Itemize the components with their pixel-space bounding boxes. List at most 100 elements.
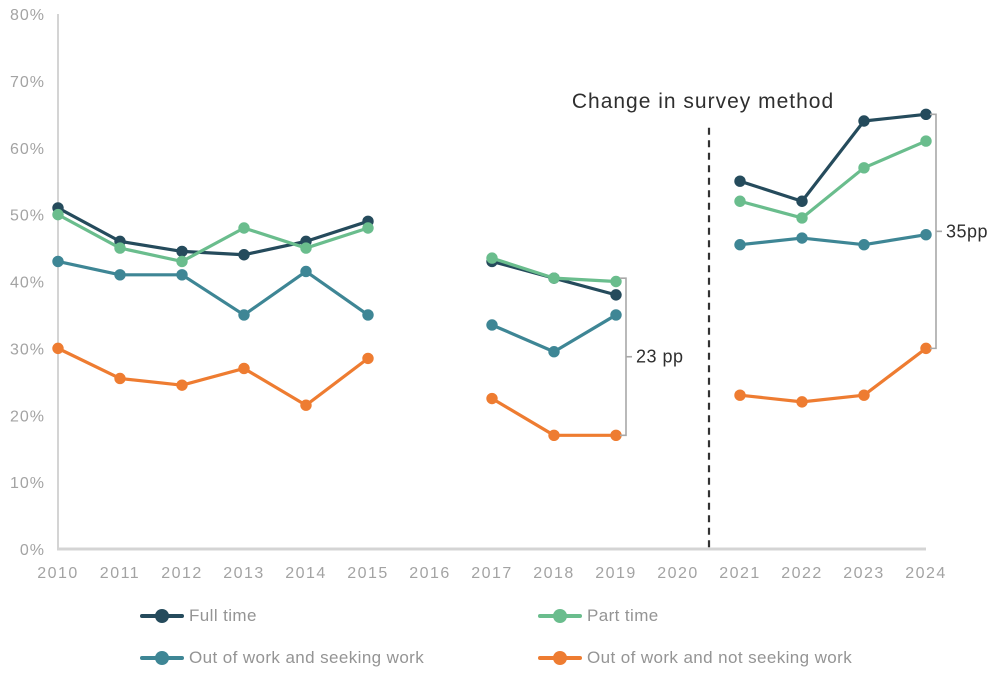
series-line-full-time <box>56 206 370 257</box>
data-point-part-time <box>796 212 808 224</box>
data-point-out-of-work-and-seeking-work <box>176 269 188 281</box>
series-line-out-of-work-and-seeking-work <box>56 259 370 317</box>
data-point-full-time <box>238 249 250 261</box>
x-tick-label: 2018 <box>533 565 575 582</box>
x-tick-label: 2011 <box>100 565 140 582</box>
data-point-out-of-work-and-seeking-work <box>362 309 374 321</box>
data-point-full-time <box>920 108 932 121</box>
data-point-part-time <box>610 275 622 288</box>
y-tick-label: 20% <box>10 408 45 425</box>
data-point-out-of-work-and-seeking-work <box>734 239 746 251</box>
y-tick-label: 50% <box>10 208 45 225</box>
data-point-full-time <box>858 115 870 127</box>
y-tick-label: 80% <box>10 7 45 24</box>
survey-change-label: Change in survey method <box>572 90 834 113</box>
y-tick-label: 0% <box>20 542 45 559</box>
series-out-of-work-and-not-seeking-work <box>52 342 932 442</box>
data-point-out-of-work-and-not-seeking-work <box>238 362 250 375</box>
data-point-out-of-work-and-not-seeking-work <box>114 372 126 385</box>
x-tick-label: 2013 <box>223 565 265 582</box>
data-point-out-of-work-and-not-seeking-work <box>920 342 932 355</box>
x-tick-label: 2023 <box>843 565 885 582</box>
y-tick-label: 10% <box>10 475 45 492</box>
series-line-part-time <box>738 139 928 220</box>
data-point-out-of-work-and-seeking-work <box>300 265 312 278</box>
data-point-out-of-work-and-not-seeking-work <box>734 389 746 401</box>
data-point-full-time <box>796 195 808 207</box>
legend-item-seeking-work: Out of work and seeking work <box>140 645 424 671</box>
data-point-part-time <box>362 222 374 234</box>
x-tick-label: 2016 <box>409 565 451 582</box>
data-point-out-of-work-and-not-seeking-work <box>300 399 312 411</box>
legend-item-not-seeking-work: Out of work and not seeking work <box>538 645 852 671</box>
data-point-out-of-work-and-seeking-work <box>796 232 808 244</box>
series-line-out-of-work-and-not-seeking-work <box>738 346 928 404</box>
data-point-out-of-work-and-not-seeking-work <box>610 429 622 442</box>
x-tick-label: 2020 <box>657 565 699 582</box>
data-point-full-time <box>734 175 746 187</box>
data-point-out-of-work-and-seeking-work <box>52 255 64 268</box>
data-point-out-of-work-and-seeking-work <box>238 309 250 321</box>
data-point-out-of-work-and-not-seeking-work <box>176 379 188 391</box>
data-point-out-of-work-and-seeking-work <box>610 309 622 321</box>
data-point-part-time <box>920 135 932 147</box>
data-point-out-of-work-and-seeking-work <box>548 346 560 358</box>
data-point-out-of-work-and-not-seeking-work <box>548 429 560 442</box>
data-point-part-time <box>548 272 560 284</box>
line-chart: 0% 10% 20% 30% 40% 50% 60% 70% 80% 2010 2011 2012 20… <box>10 7 988 582</box>
x-tick-label: 2024 <box>905 565 947 582</box>
x-tick-label: 2015 <box>347 565 389 582</box>
data-point-out-of-work-and-seeking-work <box>920 228 932 241</box>
data-point-part-time <box>52 208 64 221</box>
legend-label-full-time: Full time <box>189 606 257 625</box>
data-point-out-of-work-and-seeking-work <box>486 319 498 331</box>
legend-marker-part-time-icon <box>538 609 582 623</box>
bracket-line-23pp <box>620 277 627 437</box>
data-point-out-of-work-and-not-seeking-work <box>362 352 374 365</box>
data-point-out-of-work-and-not-seeking-work <box>796 396 808 408</box>
y-tick-label: 70% <box>10 74 45 91</box>
x-tick-label: 2019 <box>595 565 637 582</box>
legend-marker-not-seeking-work-icon <box>538 651 582 665</box>
series-out-of-work-and-seeking-work <box>52 228 932 358</box>
bracket-35pp: 35pp <box>930 113 988 350</box>
x-tick-label: 2022 <box>781 565 823 582</box>
series-line-part-time <box>56 213 370 264</box>
data-point-full-time <box>176 245 188 258</box>
x-tick-label: 2014 <box>285 565 327 582</box>
data-point-part-time <box>734 195 746 207</box>
y-tick-label: 30% <box>10 341 45 358</box>
data-point-out-of-work-and-seeking-work <box>858 239 870 251</box>
bracket-23pp: 23 pp <box>620 277 684 437</box>
y-tick-label: 40% <box>10 275 45 292</box>
x-tick-label: 2017 <box>471 565 513 582</box>
series-full-time <box>52 108 932 301</box>
bracket-label-23pp: 23 pp <box>636 347 684 367</box>
data-point-part-time <box>300 242 312 254</box>
data-point-out-of-work-and-seeking-work <box>114 269 126 281</box>
data-point-part-time <box>176 255 188 268</box>
series-part-time <box>52 135 932 288</box>
data-point-part-time <box>238 222 250 234</box>
data-point-full-time <box>610 289 622 301</box>
legend-label-part-time: Part time <box>587 606 659 625</box>
legend-marker-seeking-work-icon <box>140 651 184 665</box>
series-line-full-time <box>738 112 928 203</box>
x-tick-label: 2021 <box>719 565 761 582</box>
data-point-part-time <box>114 242 126 254</box>
y-tick-label: 60% <box>10 141 45 158</box>
legend-label-seeking-work: Out of work and seeking work <box>189 648 425 667</box>
legend-item-full-time: Full time <box>140 603 257 629</box>
bracket-label-35pp: 35pp <box>946 221 988 241</box>
data-point-out-of-work-and-not-seeking-work <box>858 389 870 401</box>
legend-marker-full-time-icon <box>140 609 184 623</box>
data-point-part-time <box>858 162 870 174</box>
x-tick-label: 2010 <box>37 565 79 582</box>
series-line-out-of-work-and-seeking-work <box>738 233 928 247</box>
legend-label-not-seeking-work: Out of work and not seeking work <box>587 648 853 667</box>
data-point-part-time <box>486 252 498 264</box>
x-tick-label: 2012 <box>161 565 203 582</box>
bracket-line-35pp <box>930 113 937 350</box>
data-point-out-of-work-and-not-seeking-work <box>52 342 64 355</box>
